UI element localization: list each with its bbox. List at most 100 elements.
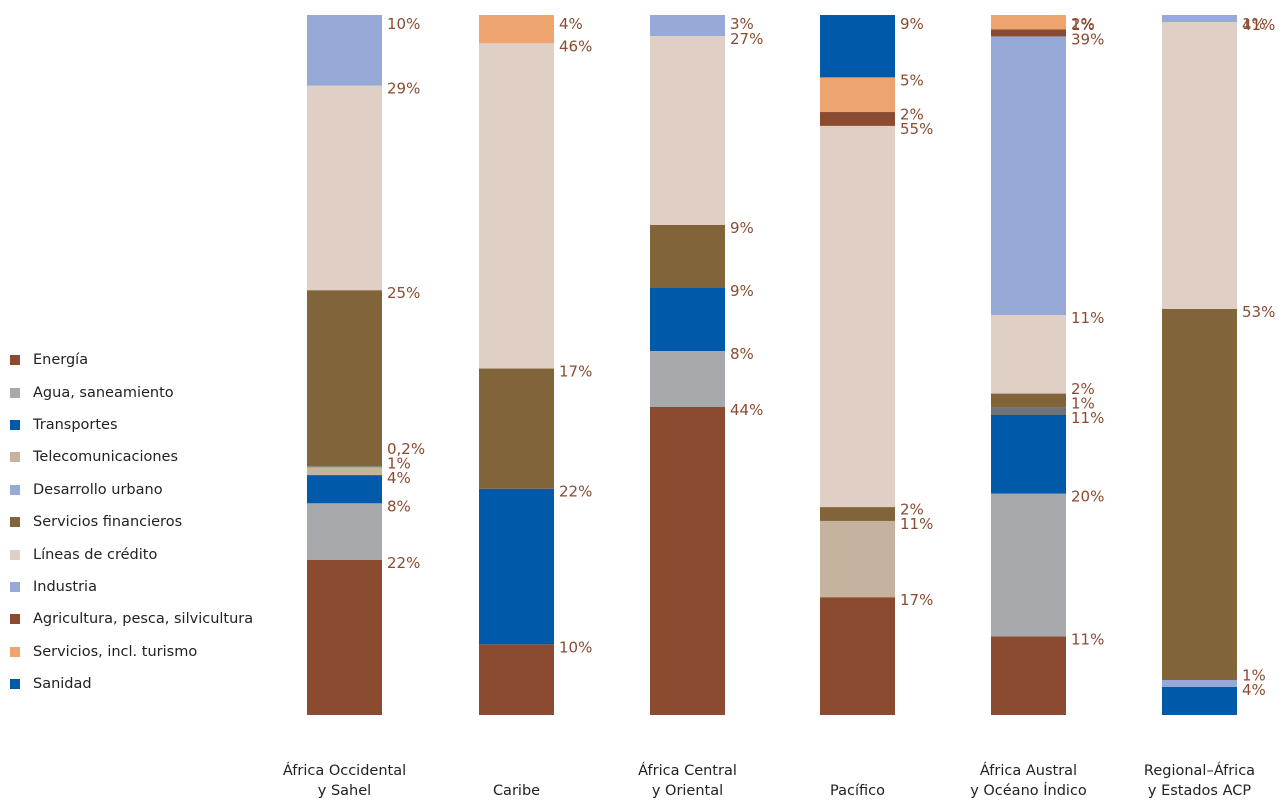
value-label: 22% xyxy=(559,483,592,501)
category-label: África Occidental xyxy=(283,762,406,779)
bar-segment xyxy=(650,36,725,225)
bar-segment xyxy=(307,468,382,476)
category-label: y Estados ACP xyxy=(1148,783,1252,799)
bar-segment xyxy=(820,597,895,715)
bar-segment xyxy=(650,15,725,36)
legend-item: Servicios, incl. turismo xyxy=(10,636,253,668)
bar-segment xyxy=(479,43,554,369)
value-label: 1% xyxy=(1242,667,1266,685)
bar-segment xyxy=(479,644,554,715)
bar-segment xyxy=(1162,680,1237,687)
legend-item: Energía xyxy=(10,344,253,376)
value-label: 10% xyxy=(559,638,592,656)
legend-item: Desarrollo urbano xyxy=(10,474,253,506)
legend-label: Líneas de crédito xyxy=(33,546,158,563)
bar-segment xyxy=(991,493,1066,637)
category-label: y Sahel xyxy=(318,783,371,799)
legend-item: Agricultura, pesca, silvicultura xyxy=(10,603,253,635)
value-label: 1% xyxy=(1071,395,1095,413)
value-label: 1% xyxy=(1242,15,1266,33)
value-label: 11% xyxy=(900,515,933,533)
legend-swatch xyxy=(10,452,20,463)
value-label: 44% xyxy=(730,401,763,419)
bar-segment xyxy=(650,351,725,407)
bar-segment xyxy=(991,407,1066,415)
value-label: 17% xyxy=(900,591,933,609)
bar-segment xyxy=(307,15,382,86)
bar-segment xyxy=(479,368,554,489)
legend: Energía Agua, saneamiento Transportes Telec… xyxy=(10,344,253,700)
legend-item: Industria xyxy=(10,571,253,603)
bar-segment xyxy=(307,466,382,469)
bar-segment xyxy=(650,407,725,715)
bar-segment xyxy=(991,29,1066,37)
legend-swatch xyxy=(10,549,20,560)
category-label: y Océano Índico xyxy=(970,782,1087,799)
category-label: Caribe xyxy=(493,783,540,799)
bar-segment xyxy=(820,520,895,598)
value-labels-layer: 22%8%4%1%0,2%25%29%10%10%22%17%46%4%44%8… xyxy=(387,15,1275,699)
category-labels-layer: África Occidental y Sahel Caribe África Cen… xyxy=(283,762,1255,799)
value-label: 39% xyxy=(1071,30,1104,48)
bar-segment xyxy=(650,288,725,351)
bar-segment xyxy=(991,15,1066,30)
legend-swatch xyxy=(10,355,20,366)
category-label: Pacífico xyxy=(830,783,885,799)
legend-label: Energía xyxy=(33,352,89,369)
legend-swatch xyxy=(10,517,20,528)
bar-segment xyxy=(991,393,1066,408)
value-label: 2% xyxy=(900,500,924,518)
bar-segment xyxy=(991,636,1066,715)
value-label: 9% xyxy=(730,282,754,300)
legend-label: Agricultura, pesca, silvicultura xyxy=(33,611,254,628)
value-label: 41% xyxy=(1242,16,1275,34)
legend-label: Desarrollo urbano xyxy=(33,481,163,498)
bar-segment xyxy=(307,290,382,467)
value-label: 4% xyxy=(387,469,411,487)
legend-item: Sanidad xyxy=(10,668,253,700)
value-label: 10% xyxy=(387,15,420,33)
value-label: 9% xyxy=(730,219,754,237)
value-label: 4% xyxy=(559,15,583,33)
value-label: 20% xyxy=(1071,488,1104,506)
value-label: 25% xyxy=(387,284,420,302)
bar-segment xyxy=(1162,15,1237,22)
value-label: 2% xyxy=(1071,380,1095,398)
bar-segment xyxy=(307,85,382,291)
value-label: 29% xyxy=(387,80,420,98)
value-label: 27% xyxy=(730,30,763,48)
value-label: 53% xyxy=(1242,303,1275,321)
value-label: 11% xyxy=(1071,409,1104,427)
value-label: 8% xyxy=(387,497,411,515)
value-label: 9% xyxy=(900,15,924,33)
bar-segment xyxy=(820,125,895,508)
legend-swatch xyxy=(10,581,20,592)
bar-segment xyxy=(650,225,725,288)
value-label: 55% xyxy=(900,120,933,138)
bar-segment xyxy=(991,415,1066,494)
legend-swatch xyxy=(10,387,20,398)
category-label: y Oriental xyxy=(652,783,723,799)
bar-segment xyxy=(1162,687,1237,715)
bar-segment xyxy=(991,36,1066,316)
legend-item: Agua, saneamiento xyxy=(10,376,253,408)
bars-layer xyxy=(307,15,1237,715)
value-label: 5% xyxy=(900,71,924,89)
bar-segment xyxy=(1162,22,1237,309)
bar-segment xyxy=(820,77,895,113)
legend-label: Agua, saneamiento xyxy=(33,384,174,401)
bar-segment xyxy=(479,15,554,44)
value-label: 3% xyxy=(730,15,754,33)
value-label: 0,2% xyxy=(387,440,425,458)
value-label: 46% xyxy=(559,37,592,55)
value-label: 8% xyxy=(730,345,754,363)
value-label: 17% xyxy=(559,363,592,381)
legend-swatch xyxy=(10,484,20,495)
legend-label: Servicios, incl. turismo xyxy=(33,643,198,660)
legend-item: Telecomunicaciones xyxy=(10,441,253,473)
bar-segment xyxy=(991,315,1066,394)
bar-segment xyxy=(820,507,895,521)
bar-segment xyxy=(479,488,554,645)
legend-item: Transportes xyxy=(10,409,253,441)
